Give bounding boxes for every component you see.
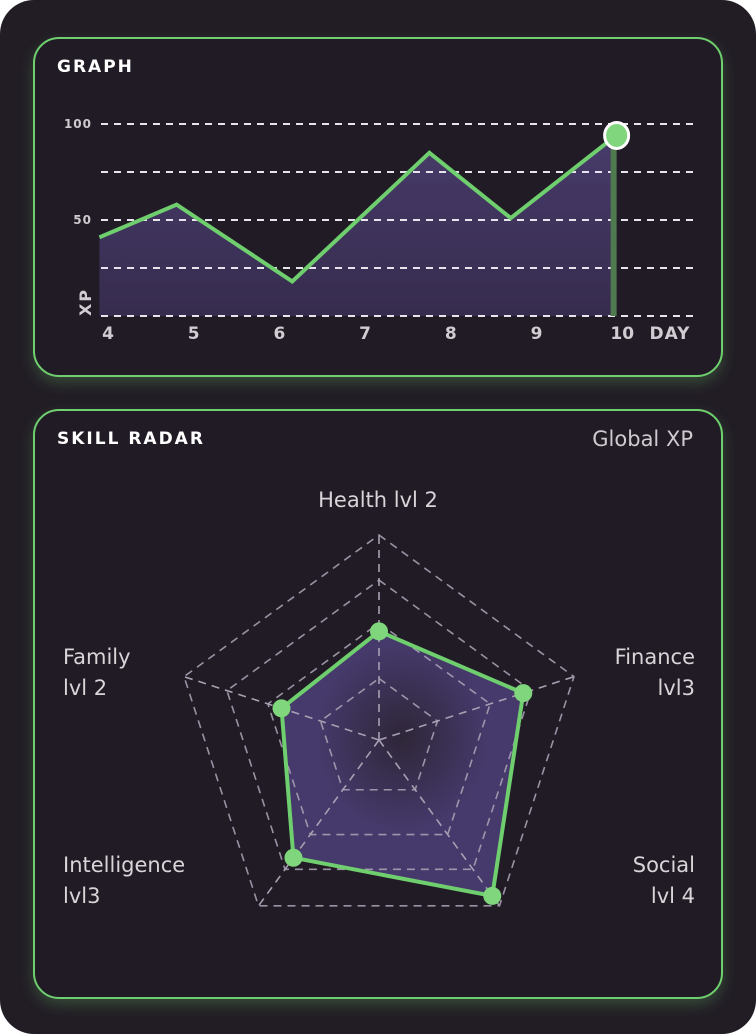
xp-line	[98, 135, 615, 284]
xp-line-chart: 100 50 4 5 6 7 8 9 10 DAY XP	[64, 117, 695, 344]
radar-label-family: Family lvl 2	[63, 645, 131, 700]
radar-label-health: Health lvl 2	[318, 488, 438, 512]
y-axis-label: XP	[76, 288, 95, 316]
radar-label-social: Social lvl 4	[632, 853, 695, 908]
radar-point	[272, 699, 291, 718]
radar-ring	[319, 677, 439, 791]
area-fill	[99, 137, 614, 316]
y-tick-label: 50	[73, 213, 92, 227]
radar-area	[281, 631, 524, 896]
radar-label-finance: Finance lvl3	[614, 645, 695, 700]
global-xp-selector[interactable]: Global XP	[592, 427, 693, 451]
graph-title: GRAPH	[57, 57, 134, 77]
radar-point	[284, 848, 303, 867]
radar-point	[370, 622, 388, 641]
x-tick-label: 7	[359, 324, 371, 344]
x-tick-label: 10	[610, 324, 634, 344]
x-axis-label: DAY	[650, 324, 691, 344]
x-tick-label: 4	[102, 324, 114, 344]
x-tick-label: 9	[531, 324, 543, 344]
skill-radar-card: SKILL RADAR Global XP Health lvl 2 Finan…	[33, 409, 723, 999]
radar-outline	[279, 629, 526, 899]
radar-axis	[257, 739, 380, 907]
radar-axis	[378, 739, 501, 907]
radar-point	[483, 886, 502, 905]
radar-point	[514, 684, 533, 703]
y-tick-label: 100	[64, 117, 92, 131]
radar-ring	[225, 579, 533, 871]
graph-card: GRAPH 100 50 4 5 6 7 8 9 10 DAY XP	[33, 37, 723, 377]
radar-axis	[378, 675, 575, 741]
x-tick-label: 8	[445, 324, 457, 344]
radar-title: SKILL RADAR	[57, 429, 205, 449]
skill-radar-chart	[183, 534, 575, 907]
radar-label-intelligence: Intelligence lvl3	[63, 853, 186, 908]
x-tick-label: 6	[273, 324, 285, 344]
x-tick-label: 5	[188, 324, 200, 344]
highlight-point	[603, 120, 631, 150]
radar-ring	[183, 534, 575, 907]
radar-ring	[266, 622, 492, 836]
